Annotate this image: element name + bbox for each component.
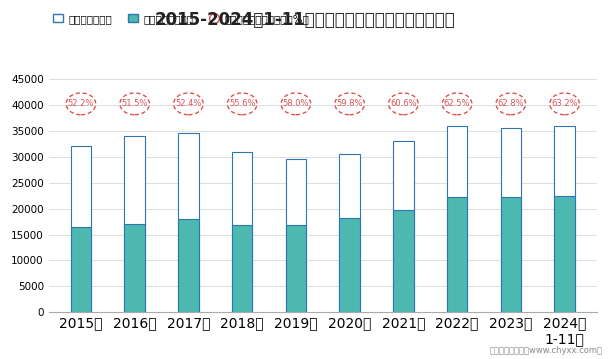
Text: 59.8%: 59.8% (336, 99, 363, 108)
Text: 60.6%: 60.6% (390, 99, 417, 108)
Bar (71, 146, 91, 312)
Bar (124, 136, 145, 312)
Text: 62.5%: 62.5% (444, 99, 470, 108)
Text: 62.8%: 62.8% (498, 99, 524, 108)
Bar (554, 126, 575, 312)
Bar (339, 218, 360, 312)
Text: 51.5%: 51.5% (122, 99, 148, 108)
Bar (71, 227, 91, 312)
Bar (178, 219, 199, 312)
Bar (124, 224, 145, 312)
Bar (501, 197, 521, 312)
Text: 2015-2024年1-11月农副食品加工业企业资产统计图: 2015-2024年1-11月农副食品加工业企业资产统计图 (154, 11, 455, 29)
Text: 制图：智研咨询（www.chyxx.com）: 制图：智研咨询（www.chyxx.com） (490, 346, 603, 355)
Bar (393, 210, 414, 312)
Bar (232, 151, 252, 312)
Bar (286, 159, 306, 312)
Text: 63.2%: 63.2% (551, 99, 578, 108)
Bar (178, 134, 199, 312)
Bar (554, 196, 575, 312)
Bar (501, 128, 521, 312)
Bar (447, 197, 467, 312)
Text: 55.6%: 55.6% (229, 99, 255, 108)
Text: 52.2%: 52.2% (68, 99, 94, 108)
Bar (286, 225, 306, 312)
Legend: 总资产（亿元）, 流动资产（亿元）, 流动资产占总资产比率（%）: 总资产（亿元）, 流动资产（亿元）, 流动资产占总资产比率（%） (49, 10, 314, 28)
Bar (339, 154, 360, 312)
Bar (447, 126, 467, 312)
Bar (393, 141, 414, 312)
Text: 58.0%: 58.0% (283, 99, 309, 108)
Bar (232, 225, 252, 312)
Text: 52.4%: 52.4% (175, 99, 202, 108)
